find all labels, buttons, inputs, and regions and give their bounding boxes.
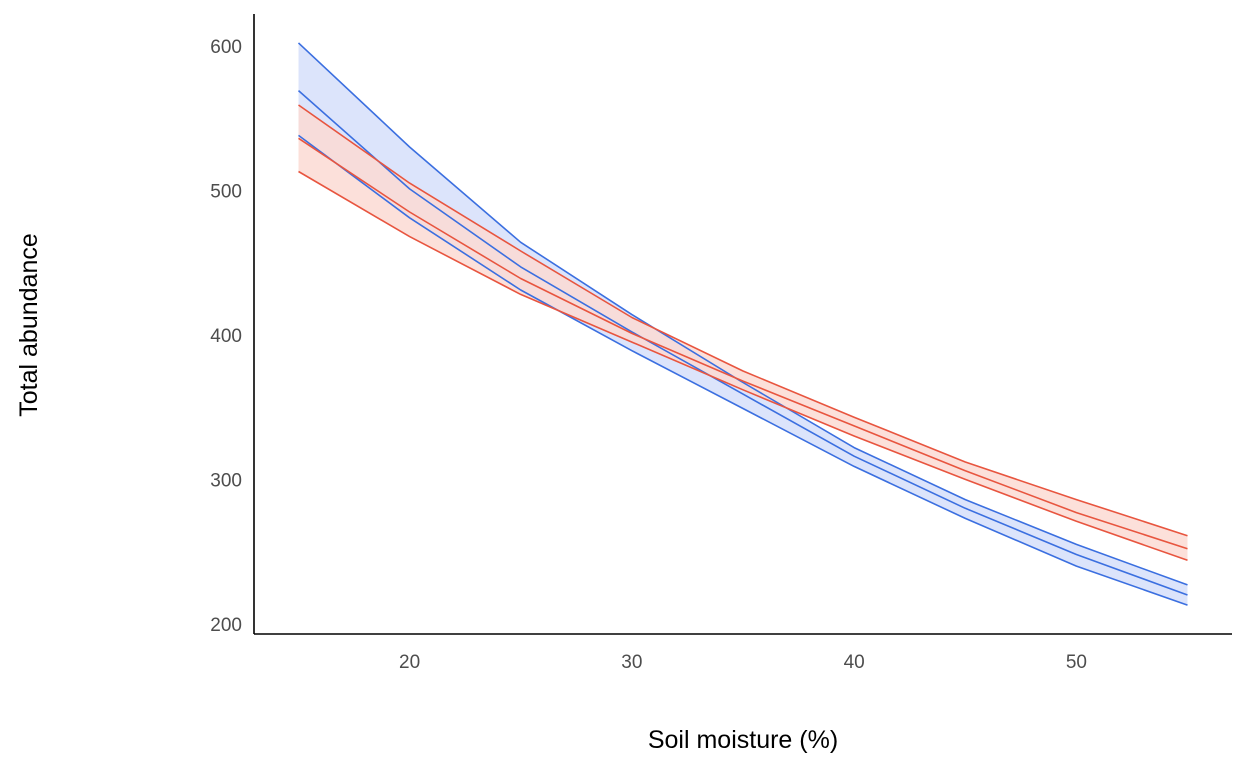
series-lines [297, 42, 1188, 606]
confidence-band-1 [298, 105, 1188, 561]
y-axis-ticks: 200 300 400 500 600 [210, 37, 242, 636]
y-tick-label: 600 [210, 37, 242, 58]
lower-bound-line-1 [298, 170, 1188, 562]
y-tick-label: 300 [210, 470, 242, 491]
x-tick-label: 40 [844, 652, 865, 673]
fit-line-0 [297, 90, 1188, 596]
x-axis-ticks: 20 30 40 50 [399, 652, 1087, 673]
x-tick-label: 20 [399, 652, 420, 673]
y-tick-label: 400 [210, 326, 242, 347]
upper-bound-line-0 [297, 42, 1188, 586]
y-tick-label: 200 [210, 615, 242, 636]
lower-bound-line-0 [298, 134, 1188, 606]
x-tick-label: 50 [1066, 652, 1087, 673]
x-tick-label: 30 [621, 652, 642, 673]
y-axis-title: Total abundance [15, 233, 43, 416]
fit-line-1 [298, 137, 1188, 550]
confidence-bands [298, 42, 1188, 606]
upper-bound-line-1 [298, 104, 1188, 537]
confidence-band-0 [298, 42, 1188, 606]
y-tick-label: 500 [210, 181, 242, 202]
x-axis-title: Soil moisture (%) [648, 726, 838, 754]
